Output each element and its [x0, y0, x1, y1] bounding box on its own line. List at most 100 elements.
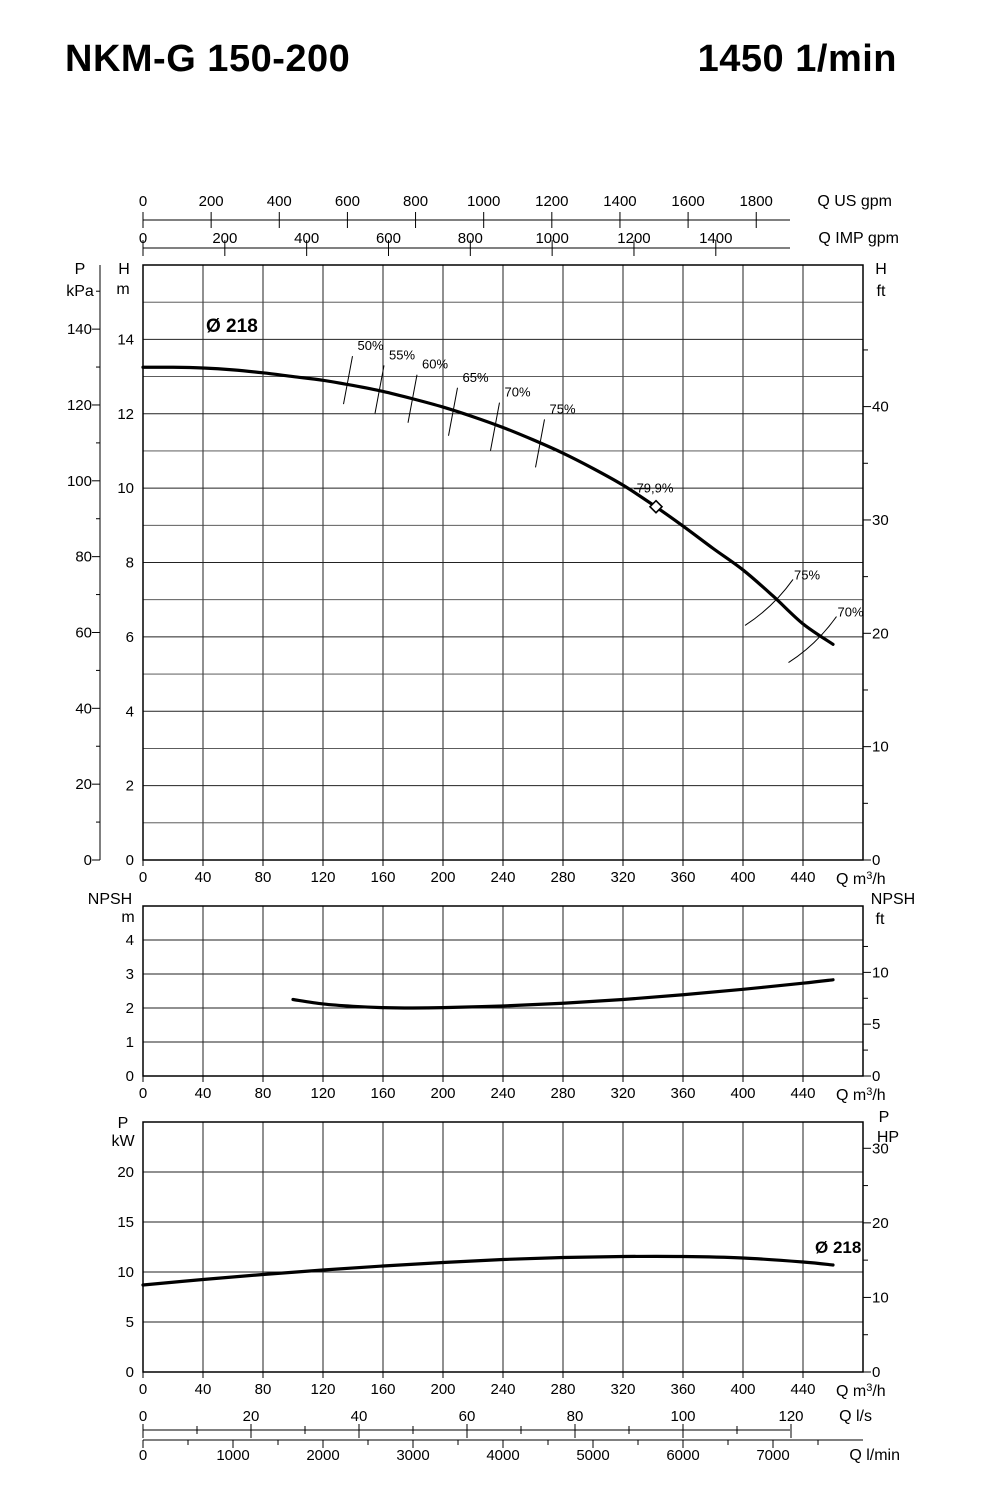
power-x-tick-label: 200: [430, 1381, 455, 1398]
kpa-tick-label: 100: [67, 473, 92, 490]
head-m-tick-label: 4: [126, 703, 134, 720]
head-m-tick-label: 14: [117, 331, 134, 348]
head-x-tick-label: 40: [195, 869, 212, 886]
head-ft-tick-label: 20: [872, 625, 889, 642]
power-kw-axis-unit: kW: [111, 1133, 135, 1150]
npsh-x-tick-label: 360: [670, 1085, 695, 1102]
imp-gpm-tick-label: 800: [458, 230, 483, 247]
kpa-tick-label: 140: [67, 321, 92, 338]
imp-gpm-tick-label: 600: [376, 230, 401, 247]
lmin-axis-label: Q l/min: [849, 1447, 900, 1464]
efficiency-label: 55%: [389, 347, 415, 362]
npsh-x-tick-label: 0: [139, 1085, 147, 1102]
kpa-tick-label: 80: [75, 549, 92, 566]
bep-label: 79,9%: [637, 481, 674, 496]
npsh-x-tick-label: 320: [610, 1085, 635, 1102]
efficiency-label: 65%: [462, 370, 488, 385]
imp-gpm-tick-label: 1200: [617, 230, 650, 247]
power-x-axis-label: Q m3/h: [836, 1382, 886, 1400]
power-hp-axis-unit: HP: [877, 1129, 899, 1146]
imp-gpm-tick-label: 400: [294, 230, 319, 247]
power-hp-tick-label: 10: [872, 1289, 889, 1306]
power-diameter-label: Ø 218: [815, 1238, 861, 1257]
ls-axis-label: Q l/s: [839, 1408, 872, 1425]
lmin-tick-label: 4000: [486, 1447, 519, 1464]
head-m-tick-label: 8: [126, 555, 134, 572]
power-kw-tick-label: 20: [117, 1164, 134, 1181]
efficiency-label: 70%: [504, 385, 530, 400]
power-kw-tick-label: 10: [117, 1264, 134, 1281]
power-x-tick-label: 320: [610, 1381, 635, 1398]
lmin-tick-label: 2000: [306, 1447, 339, 1464]
head-m-tick-label: 2: [126, 778, 134, 795]
head-m-tick-label: 10: [117, 480, 134, 497]
imp-gpm-tick-label: 1400: [699, 230, 732, 247]
efficiency-label: 70%: [837, 605, 863, 620]
efficiency-mark: [343, 356, 353, 405]
head-ft-tick-label: 30: [872, 512, 889, 529]
chart-title: NKM-G 150-200: [65, 38, 351, 80]
head-ft-axis-unit: ft: [877, 283, 886, 300]
head-x-tick-label: 200: [430, 869, 455, 886]
speed-label: 1450 1/min: [697, 38, 897, 80]
ls-tick-label: 20: [243, 1408, 260, 1425]
npsh-m-tick-label: 2: [126, 1000, 134, 1017]
ls-tick-label: 40: [351, 1408, 368, 1425]
lmin-tick-label: 5000: [576, 1447, 609, 1464]
npsh-m-axis-unit: m: [121, 909, 134, 926]
power-kw-tick-label: 0: [126, 1364, 134, 1381]
npsh-x-tick-label: 240: [490, 1085, 515, 1102]
npsh-ft-tick-label: 10: [872, 964, 889, 981]
kpa-tick-label: 60: [75, 624, 92, 641]
npsh-m-tick-label: 0: [126, 1068, 134, 1085]
us-gpm-tick-label: 1800: [740, 193, 773, 210]
head-ft-tick-label: 0: [872, 852, 880, 869]
head-x-tick-label: 280: [550, 869, 575, 886]
head-x-tick-label: 0: [139, 869, 147, 886]
lmin-tick-label: 1000: [216, 1447, 249, 1464]
npsh-ft-axis-label: NPSH: [871, 891, 915, 908]
efficiency-label: 75%: [549, 401, 575, 416]
imp-gpm-tick-label: 1000: [535, 230, 568, 247]
power-x-tick-label: 400: [730, 1381, 755, 1398]
power-x-tick-label: 440: [790, 1381, 815, 1398]
head-diameter-label: Ø 218: [206, 316, 258, 337]
imp-gpm-tick-label: 0: [139, 230, 147, 247]
head-x-axis-label: Q m3/h: [836, 870, 886, 888]
head-m-tick-label: 0: [126, 852, 134, 869]
head-ft-axis-label: H: [875, 261, 887, 278]
kpa-tick-label: 20: [75, 776, 92, 793]
us-gpm-axis-label: Q US gpm: [817, 193, 892, 210]
power-kw-axis-label: P: [118, 1115, 129, 1132]
power-x-tick-label: 40: [195, 1381, 212, 1398]
npsh-ft-tick-label: 5: [872, 1016, 880, 1033]
kpa-tick-label: 40: [75, 700, 92, 717]
npsh-ft-tick-label: 0: [872, 1068, 880, 1085]
imp-gpm-axis-label: Q IMP gpm: [818, 230, 899, 247]
head-ft-tick-label: 10: [872, 739, 889, 756]
efficiency-mark: [744, 579, 794, 626]
lmin-tick-label: 3000: [396, 1447, 429, 1464]
ls-tick-label: 0: [139, 1408, 147, 1425]
lmin-tick-label: 7000: [756, 1447, 789, 1464]
kpa-axis-unit: kPa: [66, 283, 94, 300]
power-x-tick-label: 160: [370, 1381, 395, 1398]
power-hp-tick-label: 30: [872, 1140, 889, 1157]
head-x-tick-label: 80: [255, 869, 272, 886]
power-x-tick-label: 0: [139, 1381, 147, 1398]
npsh-x-tick-label: 400: [730, 1085, 755, 1102]
us-gpm-tick-label: 1400: [603, 193, 636, 210]
head-ft-tick-label: 40: [872, 399, 889, 416]
npsh-x-tick-label: 200: [430, 1085, 455, 1102]
head-x-tick-label: 400: [730, 869, 755, 886]
us-gpm-tick-label: 600: [335, 193, 360, 210]
npsh-x-tick-label: 440: [790, 1085, 815, 1102]
power-curve-line: [141, 1254, 835, 1287]
power-kw-tick-label: 15: [117, 1214, 134, 1231]
power-x-tick-label: 80: [255, 1381, 272, 1398]
power-x-tick-label: 360: [670, 1381, 695, 1398]
npsh-x-tick-label: 160: [370, 1085, 395, 1102]
efficiency-label: 50%: [357, 338, 383, 353]
power-x-tick-label: 280: [550, 1381, 575, 1398]
